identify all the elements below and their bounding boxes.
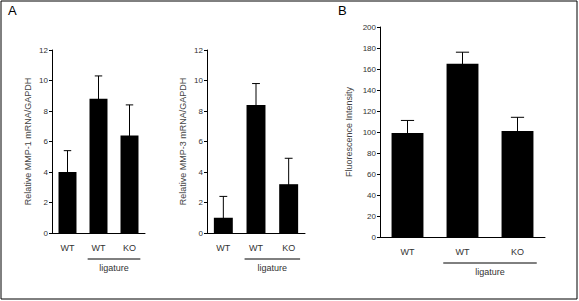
svg-text:0: 0 (372, 233, 377, 242)
svg-text:WT: WT (216, 243, 230, 253)
svg-text:WT: WT (92, 243, 106, 253)
svg-text:60: 60 (367, 170, 376, 179)
svg-text:4: 4 (199, 168, 204, 177)
svg-text:Relative MMP-3 mRNA/GAPDH: Relative MMP-3 mRNA/GAPDH (178, 78, 188, 206)
svg-text:200: 200 (363, 23, 377, 32)
svg-text:KO: KO (511, 247, 524, 257)
svg-text:Fluorescence Intensity: Fluorescence Intensity (344, 86, 354, 177)
svg-text:WT: WT (401, 247, 415, 257)
svg-text:A: A (8, 3, 17, 18)
svg-text:KO: KO (123, 243, 136, 253)
svg-text:Relative MMP-1 mRNA/GAPDH: Relative MMP-1 mRNA/GAPDH (23, 78, 33, 206)
svg-text:WT: WT (249, 243, 263, 253)
svg-text:8: 8 (44, 107, 49, 116)
svg-text:120: 120 (363, 107, 377, 116)
svg-text:80: 80 (367, 149, 376, 158)
svg-text:10: 10 (194, 76, 203, 85)
svg-text:ligature: ligature (475, 267, 505, 277)
svg-text:8: 8 (199, 107, 204, 116)
svg-text:WT: WT (456, 247, 470, 257)
svg-text:100: 100 (363, 128, 377, 137)
svg-text:12: 12 (194, 46, 203, 55)
svg-text:160: 160 (363, 65, 377, 74)
svg-text:6: 6 (44, 137, 49, 146)
svg-text:20: 20 (367, 212, 376, 221)
svg-text:B: B (338, 3, 347, 18)
svg-text:2: 2 (199, 198, 204, 207)
svg-text:2: 2 (44, 198, 49, 207)
svg-text:40: 40 (367, 191, 376, 200)
svg-text:10: 10 (39, 76, 48, 85)
svg-text:0: 0 (199, 229, 204, 238)
svg-text:180: 180 (363, 44, 377, 53)
svg-text:0: 0 (44, 229, 49, 238)
svg-text:12: 12 (39, 46, 48, 55)
svg-text:6: 6 (199, 137, 204, 146)
svg-text:ligature: ligature (258, 263, 288, 273)
svg-text:140: 140 (363, 86, 377, 95)
svg-text:KO: KO (282, 243, 295, 253)
svg-text:WT: WT (61, 243, 75, 253)
svg-text:4: 4 (44, 168, 49, 177)
svg-text:ligature: ligature (99, 263, 129, 273)
